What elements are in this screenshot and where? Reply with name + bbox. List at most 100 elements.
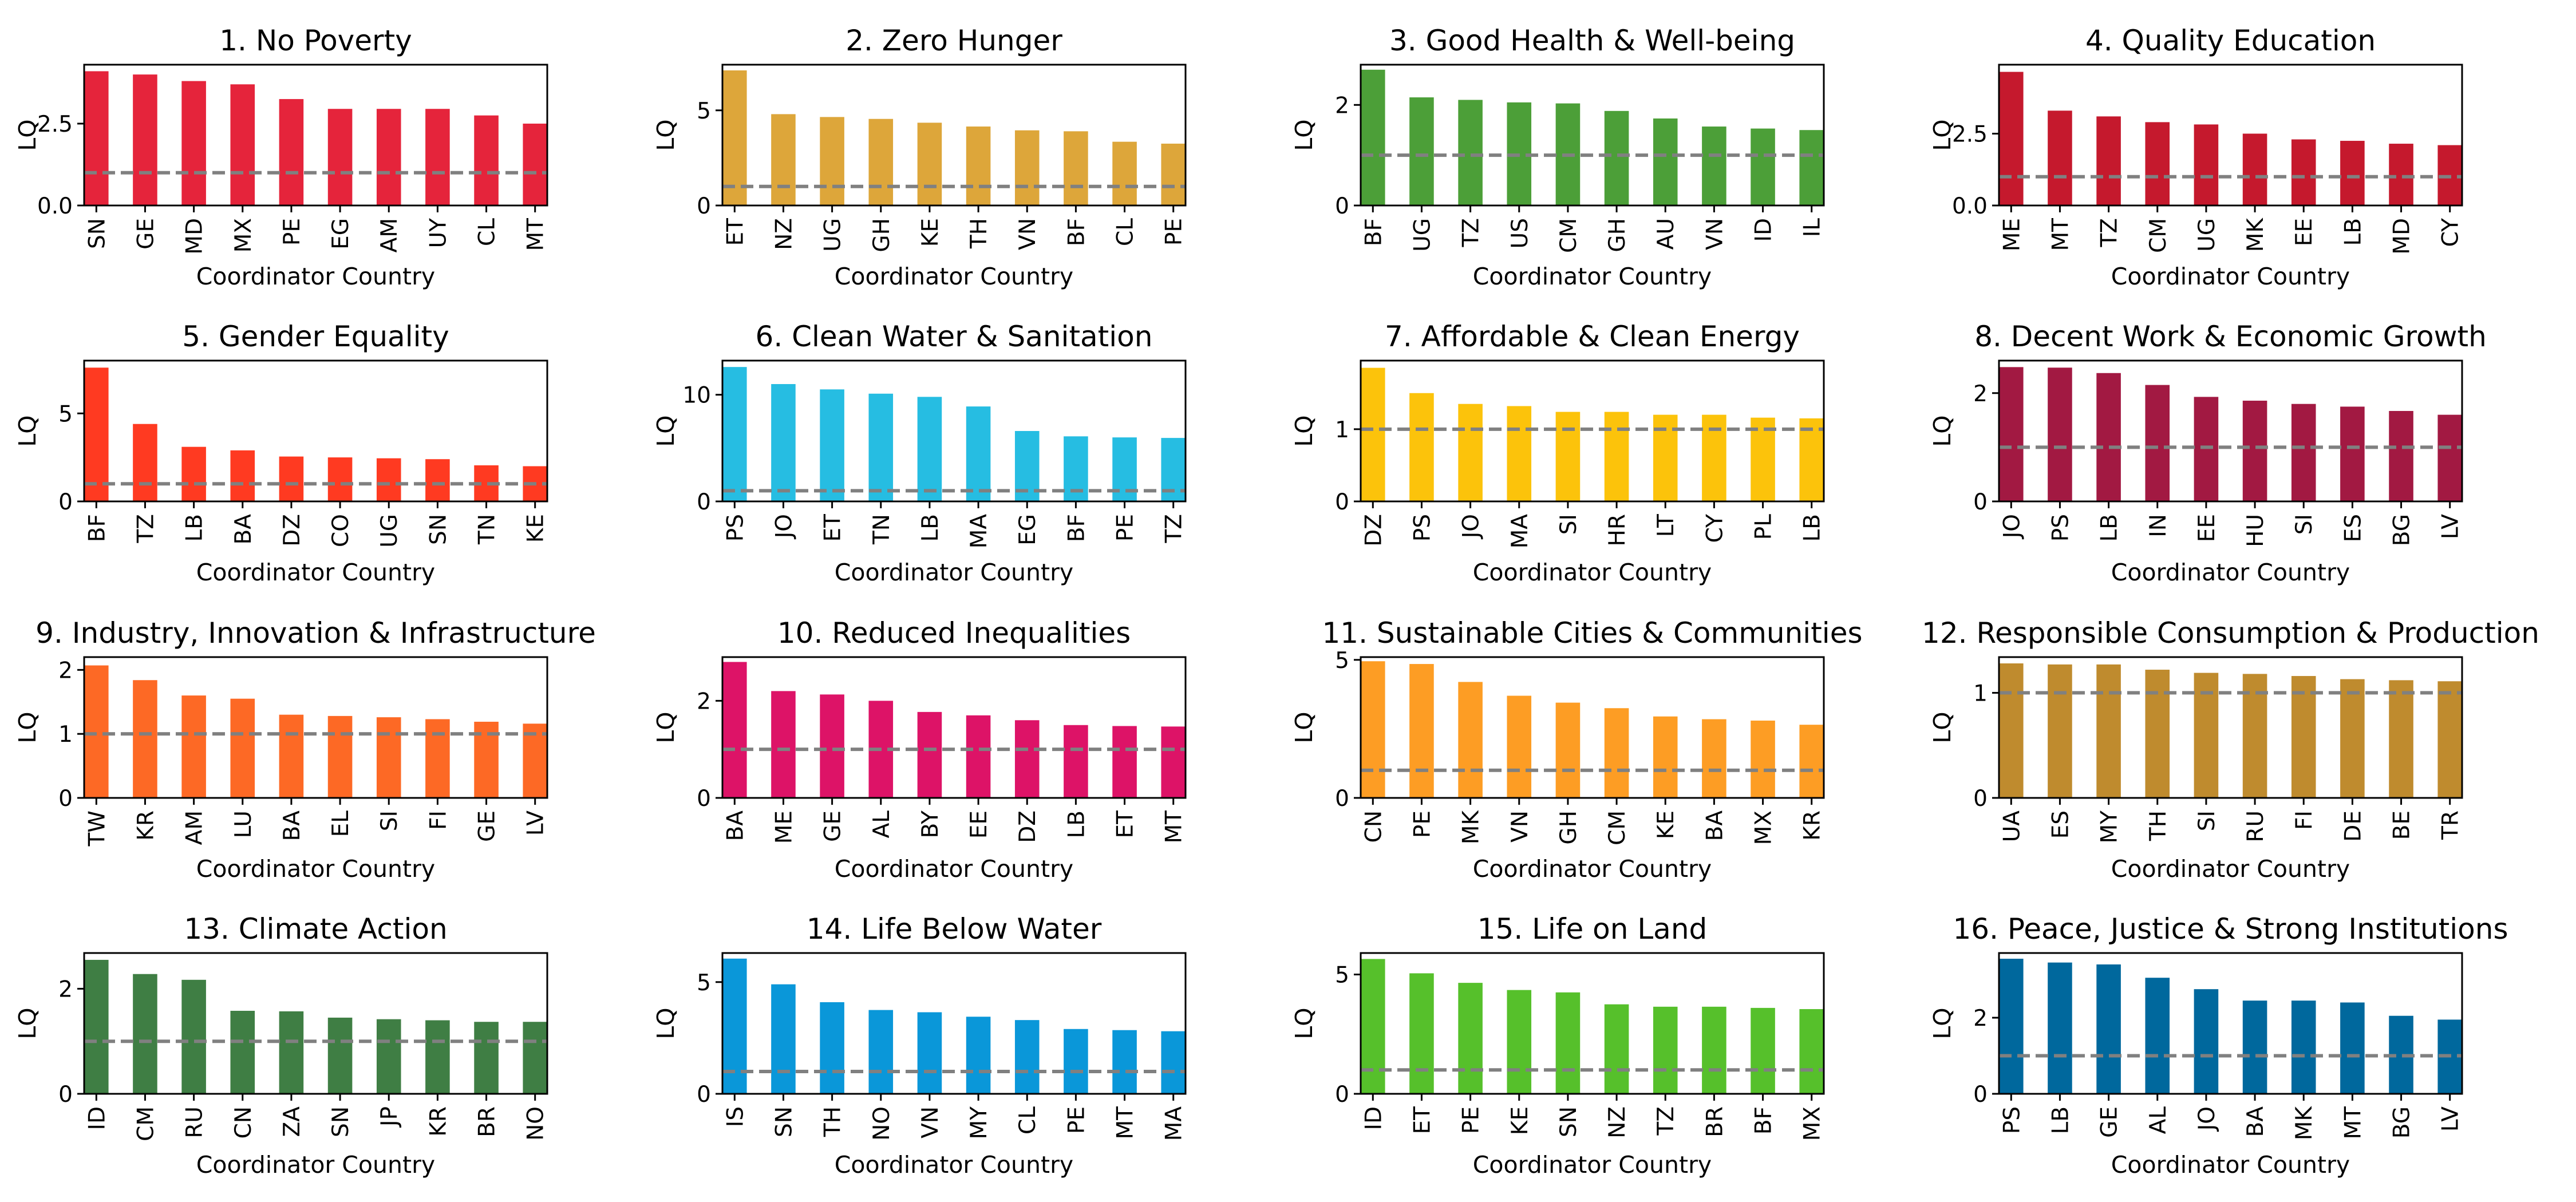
x-tick-label: CY <box>2438 218 2464 247</box>
x-tick-label: BA <box>279 810 305 841</box>
x-tick-label: NO <box>869 1106 895 1141</box>
bar <box>1112 141 1137 205</box>
x-tick-label: LB <box>2097 514 2123 541</box>
y-axis-label: LQ <box>652 711 679 743</box>
y-tick-label: 0 <box>697 489 711 515</box>
bar <box>2242 133 2267 205</box>
subplot-5: 0 5 BF TZ LB BA DZ CO UG SN TN KE 5. Gender Equality… <box>14 320 549 586</box>
y-axis-label: LQ <box>652 415 679 446</box>
bar <box>1555 412 1581 501</box>
x-tick-label: JO <box>771 514 797 540</box>
x-tick-label: UG <box>377 514 402 548</box>
bar <box>181 81 206 205</box>
x-tick-label: SI <box>2291 514 2317 535</box>
bar <box>722 367 747 501</box>
bar <box>1799 130 1824 205</box>
x-tick-label: CN <box>231 1106 256 1138</box>
bar <box>1653 716 1678 798</box>
x-tick-label: KE <box>1653 810 1679 839</box>
bar <box>2340 141 2365 205</box>
bar <box>1064 1029 1088 1094</box>
x-tick-label: TH <box>820 1106 846 1137</box>
bar <box>1161 726 1186 798</box>
x-axis-label: Coordinator Country <box>835 559 1073 586</box>
x-tick-label: MT <box>2048 218 2073 251</box>
bar <box>2389 144 2413 205</box>
bar <box>1604 412 1629 501</box>
bar <box>868 118 894 205</box>
y-tick-label: 5 <box>697 98 711 124</box>
x-tick-label: PE <box>279 218 305 246</box>
x-tick-label: GH <box>1556 810 1582 845</box>
y-axis-label: LQ <box>652 119 679 151</box>
y-axis-label: LQ <box>652 1007 679 1039</box>
bar <box>771 984 796 1094</box>
x-axis-label: Coordinator Country <box>2111 855 2350 883</box>
bar <box>1361 661 1385 798</box>
y-tick-label: 0 <box>58 489 73 515</box>
subplot-title: 13. Climate Action <box>184 912 447 946</box>
x-tick-label: AL <box>2146 1106 2171 1134</box>
x-tick-label: BG <box>2389 1106 2415 1138</box>
x-tick-label: TZ <box>1161 514 1187 544</box>
x-tick-label: MT <box>523 218 549 251</box>
bar <box>1555 992 1581 1094</box>
x-tick-label: JO <box>2194 1106 2220 1132</box>
bar <box>279 99 304 205</box>
x-tick-label: VN <box>1702 218 1728 250</box>
x-tick-label: CN <box>1361 810 1386 843</box>
bar <box>1409 393 1434 501</box>
x-tick-label: BF <box>84 514 110 542</box>
y-tick-label: 5 <box>1335 963 1349 989</box>
bar <box>1014 720 1040 798</box>
x-tick-label: CO <box>328 514 354 547</box>
subplot-title: 4. Quality Education <box>2085 24 2376 57</box>
x-tick-label: AL <box>869 810 895 839</box>
bar <box>1161 143 1186 205</box>
x-tick-label: MY <box>2097 810 2123 844</box>
y-tick-label: 2 <box>1973 1006 1988 1031</box>
x-tick-label: CM <box>2146 218 2171 253</box>
axes-frame <box>1998 64 2463 207</box>
x-tick-label: ID <box>84 1106 110 1130</box>
bar <box>376 717 401 798</box>
x-tick-label: FI <box>2291 810 2317 830</box>
bar <box>1064 725 1088 798</box>
x-tick-label: TZ <box>1459 218 1484 248</box>
subplot-title: 6. Clean Water & Sanitation <box>756 320 1153 353</box>
x-tick-label: RU <box>182 1106 208 1138</box>
x-tick-label: DZ <box>1361 514 1386 547</box>
bar <box>230 84 255 205</box>
y-tick-label: 0 <box>1335 489 1349 515</box>
x-tick-label: NZ <box>1605 1106 1630 1138</box>
bar <box>1361 959 1385 1094</box>
x-axis-label: Coordinator Country <box>835 263 1073 290</box>
x-tick-label: NZ <box>771 218 797 250</box>
bar <box>2096 664 2121 798</box>
x-tick-label: NO <box>523 1106 549 1141</box>
bar <box>181 446 206 501</box>
x-tick-label: ME <box>771 810 797 844</box>
x-tick-label: MX <box>1751 810 1777 845</box>
bar <box>1507 695 1532 798</box>
bar <box>2145 978 2170 1094</box>
x-tick-label: CM <box>1556 218 1582 253</box>
subplot-title: 15. Life on Land <box>1477 912 1708 946</box>
bar <box>966 126 991 205</box>
x-tick-label: MD <box>182 218 208 255</box>
x-tick-label: ID <box>1751 218 1777 242</box>
bar <box>2437 414 2462 501</box>
x-tick-label: VN <box>918 1106 943 1138</box>
y-tick-label: 0.0 <box>37 193 73 219</box>
y-axis-label: LQ <box>1290 711 1318 743</box>
axes-frame <box>83 656 548 799</box>
bar <box>2291 1001 2316 1094</box>
x-tick-label: TN <box>869 514 895 545</box>
y-tick-label: 2 <box>58 976 73 1002</box>
x-tick-label: HU <box>2243 514 2269 547</box>
x-tick-label: SN <box>771 1106 797 1137</box>
bar <box>917 122 942 205</box>
bar <box>1555 702 1581 798</box>
bar <box>2194 989 2219 1094</box>
bar <box>1014 1020 1040 1094</box>
